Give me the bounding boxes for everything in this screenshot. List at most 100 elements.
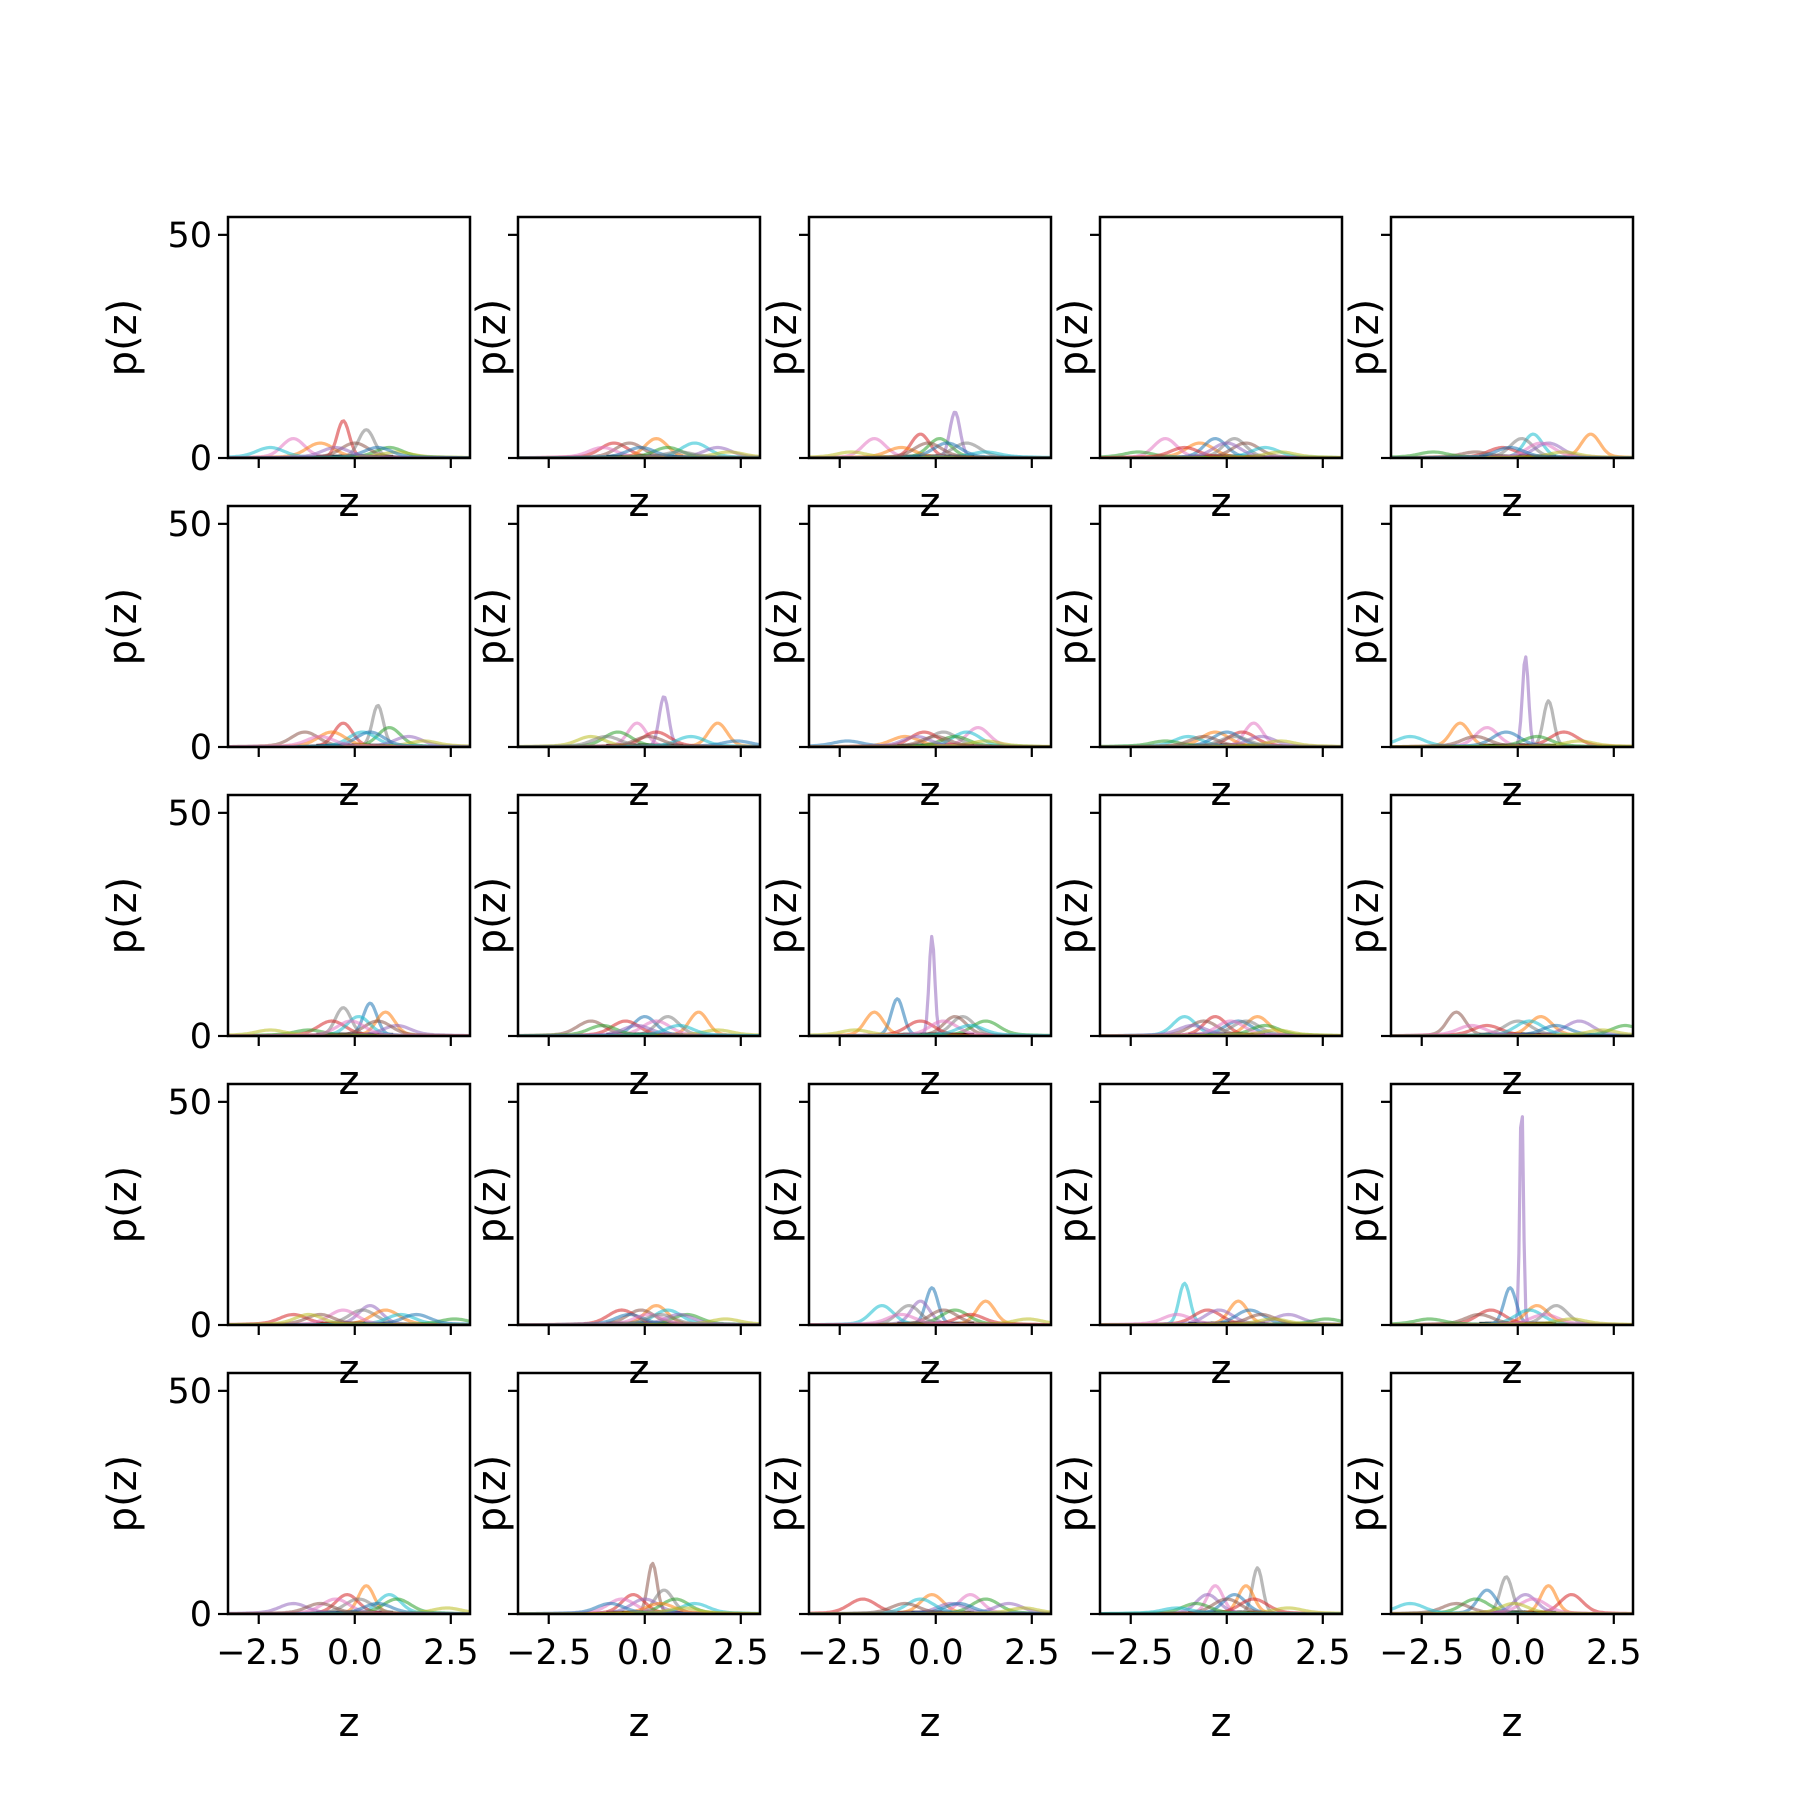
axes-frame xyxy=(516,215,762,460)
x-tick-label: 2.5 xyxy=(1295,1633,1351,1673)
y-axis-label: p(z) xyxy=(1051,1455,1097,1533)
subplot-r4-c2: z p(z) xyxy=(469,1082,762,1393)
density-series-1 xyxy=(809,934,1051,1036)
subplot-r3-c2: z p(z) xyxy=(469,793,762,1104)
x-axis-label: z xyxy=(1211,480,1232,526)
y-axis-label: p(z) xyxy=(1342,588,1388,666)
x-axis-label: z xyxy=(339,1700,360,1746)
density-series-1 xyxy=(1391,1575,1633,1614)
subplot-grid: 0 50 z p(z) z p(z) z p(z) z p(z) z p(z) 0 50 z p(z) z p(z… xyxy=(100,215,1642,1746)
axes-frame xyxy=(1098,793,1344,1038)
axes-frame xyxy=(1098,1371,1344,1616)
y-axis-label: p(z) xyxy=(760,299,806,377)
density-series-2 xyxy=(228,419,470,458)
x-axis-label: z xyxy=(920,769,941,815)
subplot-r2-c4: z p(z) xyxy=(1051,504,1344,815)
subplot-r4-c4: z p(z) xyxy=(1051,1082,1344,1393)
x-tick-label: 2.5 xyxy=(713,1633,769,1673)
x-tick-label: −2.5 xyxy=(506,1633,591,1673)
y-axis-label: p(z) xyxy=(469,877,515,955)
subplot-r1-c3: z p(z) xyxy=(760,215,1053,526)
axes-frame xyxy=(226,504,472,749)
x-axis-label: z xyxy=(629,769,650,815)
subplot-r2-c3: z p(z) xyxy=(760,504,1053,815)
subplot-r3-c4: z p(z) xyxy=(1051,793,1344,1104)
subplot-r5-c2: −2.5 0.0 2.5 z p(z) xyxy=(469,1371,769,1746)
axes-frame xyxy=(1389,215,1635,460)
x-axis-label: z xyxy=(1211,1700,1232,1746)
x-tick-label: 0.0 xyxy=(908,1633,964,1673)
subplot-r5-c1: 0 50 −2.5 0.0 2.5 z p(z) xyxy=(100,1371,479,1746)
subplot-r5-c3: −2.5 0.0 2.5 z p(z) xyxy=(760,1371,1060,1746)
x-axis-label: z xyxy=(629,1058,650,1104)
axes-frame xyxy=(807,215,1053,460)
x-axis-label: z xyxy=(1502,769,1523,815)
axes-frame xyxy=(1389,1371,1635,1616)
y-tick-label: 50 xyxy=(167,505,212,545)
x-axis-label: z xyxy=(920,1700,941,1746)
subplot-r4-c5: z p(z) xyxy=(1342,1082,1635,1393)
subplot-r2-c2: z p(z) xyxy=(469,504,762,815)
y-axis-label: p(z) xyxy=(469,1166,515,1244)
y-axis-label: p(z) xyxy=(1342,1166,1388,1244)
subplot-r3-c3: z p(z) xyxy=(760,793,1053,1104)
y-axis-label: p(z) xyxy=(1342,877,1388,955)
x-axis-label: z xyxy=(920,480,941,526)
subplot-r1-c5: z p(z) xyxy=(1342,215,1635,526)
y-axis-label: p(z) xyxy=(1051,1166,1097,1244)
axes-frame xyxy=(226,1082,472,1327)
x-axis-label: z xyxy=(1502,480,1523,526)
x-tick-label: −2.5 xyxy=(1379,1633,1464,1673)
y-axis-label: p(z) xyxy=(760,1166,806,1244)
x-axis-label: z xyxy=(339,1058,360,1104)
subplot-r3-c5: z p(z) xyxy=(1342,793,1635,1104)
y-tick-label: 0 xyxy=(190,1017,212,1057)
axes-frame xyxy=(516,504,762,749)
y-axis-label: p(z) xyxy=(760,588,806,666)
y-tick-label: 50 xyxy=(167,794,212,834)
y-tick-label: 50 xyxy=(167,1372,212,1412)
y-tick-label: 0 xyxy=(190,1595,212,1635)
axes-frame xyxy=(1389,504,1635,749)
axes-frame xyxy=(1098,1082,1344,1327)
y-axis-label: p(z) xyxy=(100,299,146,377)
x-tick-label: 2.5 xyxy=(1004,1633,1060,1673)
x-tick-label: 0.0 xyxy=(1199,1633,1255,1673)
y-axis-label: p(z) xyxy=(760,877,806,955)
subplot-r4-c3: z p(z) xyxy=(760,1082,1053,1393)
x-axis-label: z xyxy=(1502,1700,1523,1746)
axes-frame xyxy=(807,504,1053,749)
y-axis-label: p(z) xyxy=(760,1455,806,1533)
x-axis-label: z xyxy=(629,1700,650,1746)
subplot-r2-c5: z p(z) xyxy=(1342,504,1635,815)
y-axis-label: p(z) xyxy=(100,877,146,955)
y-tick-label: 0 xyxy=(190,439,212,479)
axes-frame xyxy=(226,215,472,460)
x-axis-label: z xyxy=(339,769,360,815)
y-axis-label: p(z) xyxy=(1051,588,1097,666)
subplot-r1-c1: 0 50 z p(z) xyxy=(100,215,472,526)
axes-frame xyxy=(226,1371,472,1616)
x-axis-label: z xyxy=(629,480,650,526)
x-tick-label: −2.5 xyxy=(1088,1633,1173,1673)
subplot-r5-c4: −2.5 0.0 2.5 z p(z) xyxy=(1051,1371,1351,1746)
axes-frame xyxy=(807,1371,1053,1616)
y-axis-label: p(z) xyxy=(100,1455,146,1533)
x-axis-label: z xyxy=(1211,769,1232,815)
x-tick-label: 0.0 xyxy=(617,1633,673,1673)
axes-frame xyxy=(516,1082,762,1327)
y-axis-label: p(z) xyxy=(1342,1455,1388,1533)
x-axis-label: z xyxy=(1211,1347,1232,1393)
axes-frame xyxy=(807,793,1053,1038)
y-tick-label: 50 xyxy=(167,1083,212,1123)
subplot-r5-c5: −2.5 0.0 2.5 z p(z) xyxy=(1342,1371,1642,1746)
density-series-3 xyxy=(1100,1584,1342,1614)
x-tick-label: 0.0 xyxy=(327,1633,383,1673)
y-axis-label: p(z) xyxy=(1051,299,1097,377)
x-tick-label: 0.0 xyxy=(1490,1633,1546,1673)
x-tick-label: 2.5 xyxy=(423,1633,479,1673)
axes-frame xyxy=(807,1082,1053,1327)
axes-frame xyxy=(1098,504,1344,749)
